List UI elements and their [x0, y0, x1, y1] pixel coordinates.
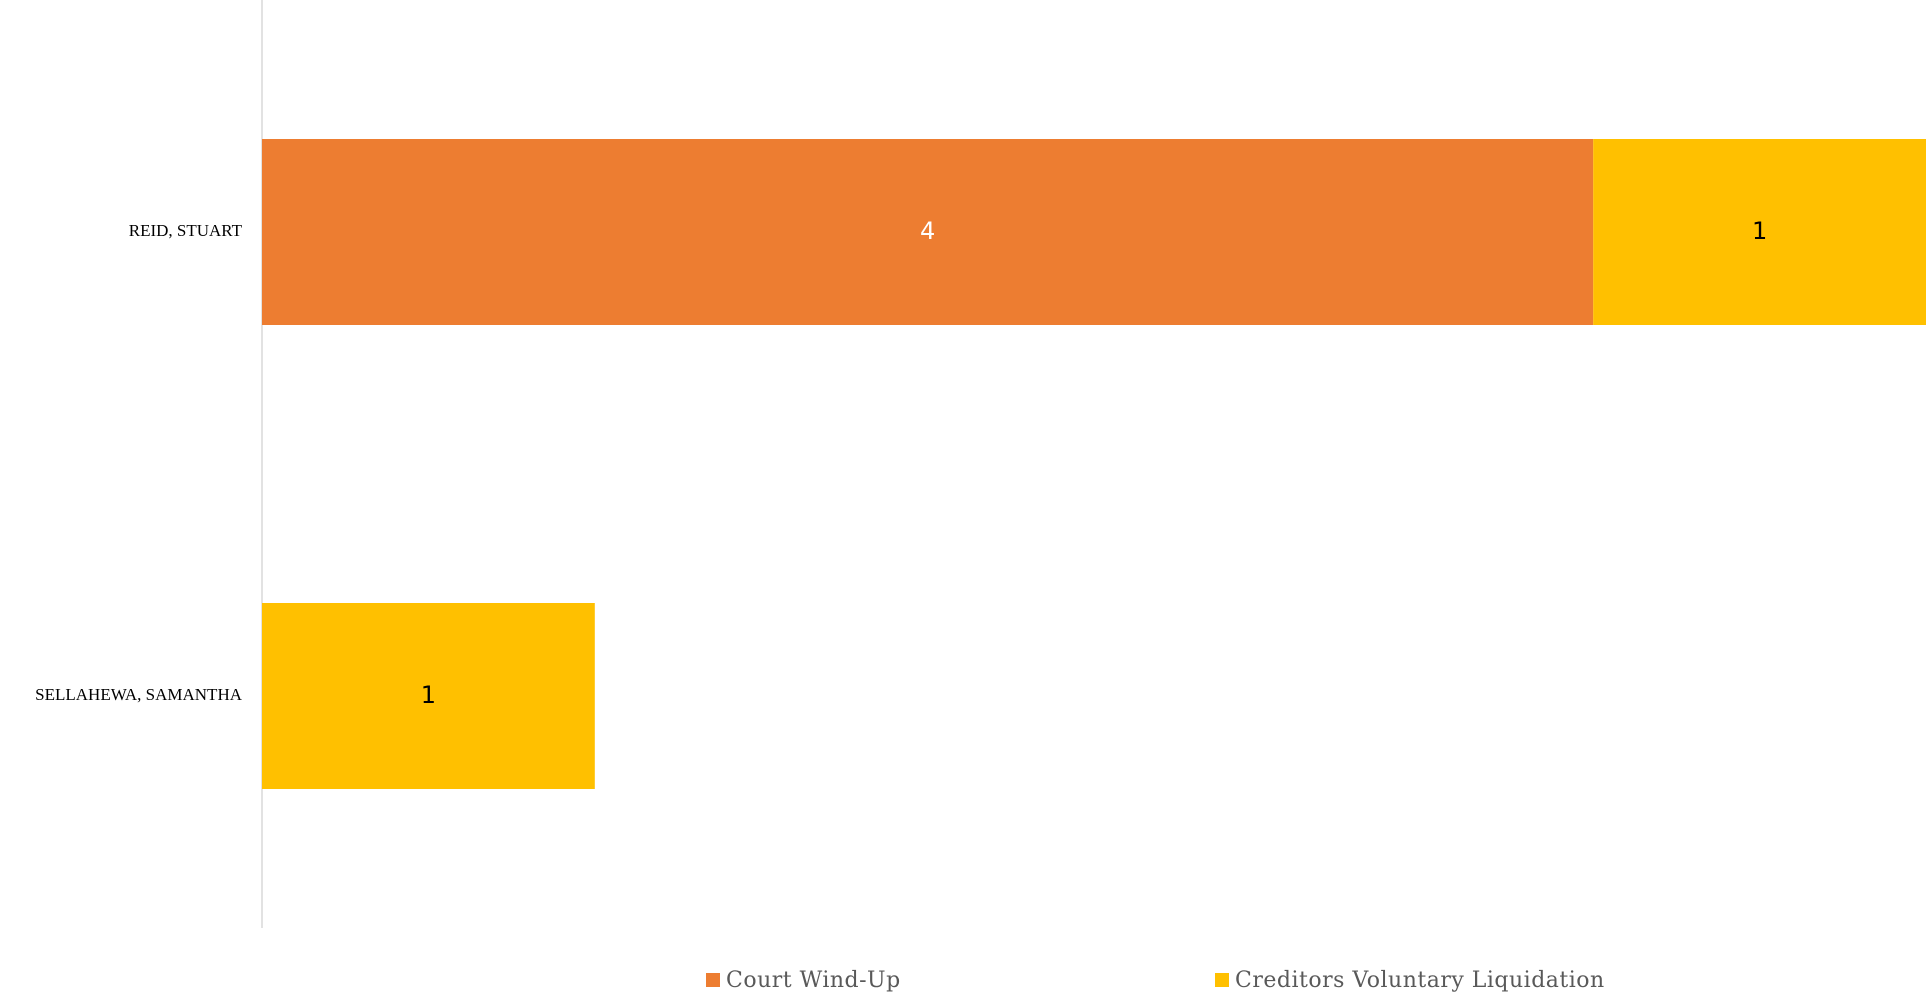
legend-swatch — [706, 973, 720, 987]
bar-segment — [262, 139, 1594, 325]
legend-label: Court Wind-Up — [726, 967, 901, 993]
data-label: 1 — [1752, 217, 1767, 245]
legend-swatch — [1215, 973, 1229, 987]
category-label: REID, STUART — [129, 221, 243, 240]
legend-item-creditors-voluntary-liquidation: Creditors Voluntary Liquidation — [1215, 964, 1605, 996]
legend: Court Wind-Up Creditors Voluntary Liquid… — [0, 964, 1926, 996]
legend-item-court-wind-up: Court Wind-Up — [706, 964, 901, 996]
bar-segment — [262, 603, 595, 789]
data-label: 4 — [920, 217, 935, 245]
data-label: 1 — [421, 681, 436, 709]
legend-label: Creditors Voluntary Liquidation — [1235, 967, 1605, 993]
category-label: SELLAHEWA, SAMANTHA — [35, 685, 243, 704]
bar-segment — [1593, 139, 1926, 325]
